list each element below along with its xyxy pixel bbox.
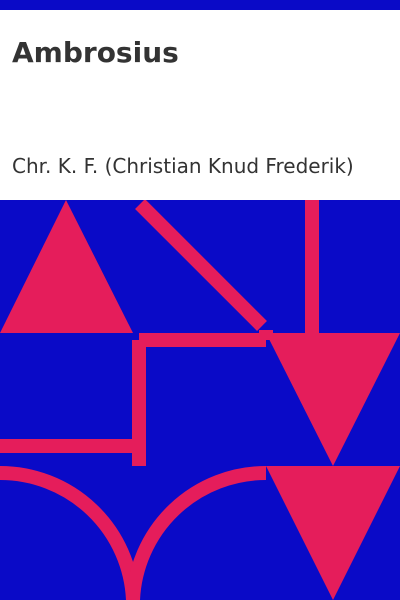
downward-triangle-upper [266, 333, 400, 466]
top-color-bar [0, 0, 400, 10]
left-arc [0, 465, 140, 600]
downward-triangle-lower [266, 466, 400, 600]
title-panel: Ambrosius Chr. K. F. (Christian Knud Fre… [0, 10, 400, 200]
book-author: Chr. K. F. (Christian Knud Frederik) [12, 154, 354, 178]
upward-triangle [0, 200, 133, 333]
cover-pattern [0, 200, 400, 600]
diagonal-bar [135, 200, 267, 331]
book-title: Ambrosius [12, 36, 179, 69]
right-arc [126, 465, 267, 600]
